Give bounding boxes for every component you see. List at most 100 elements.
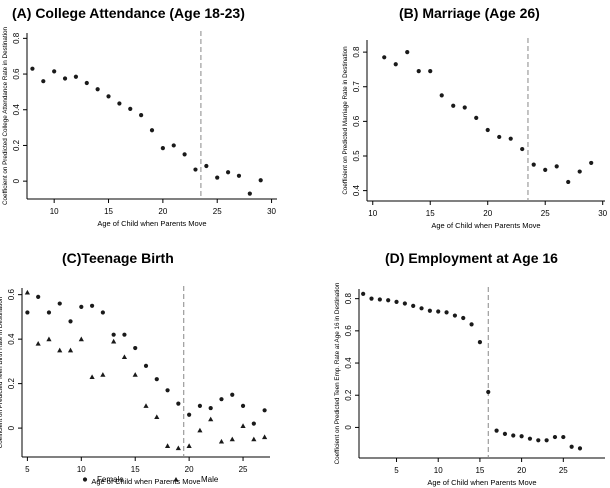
x-tick-label: 20	[185, 465, 194, 474]
chart-title: (D) Employment at Age 16	[385, 250, 558, 266]
data-point	[128, 106, 133, 111]
y-tick-label: 0	[7, 425, 16, 430]
x-tick-label: 20	[158, 207, 167, 216]
legend-label-male: Male	[201, 475, 219, 484]
data-point-male	[100, 372, 106, 377]
data-point	[171, 143, 176, 148]
data-point	[369, 296, 374, 301]
x-tick-label: 20	[483, 209, 492, 218]
data-point-male	[57, 347, 63, 353]
y-tick-label: 0.2	[12, 139, 21, 151]
y-tick-label: 0.8	[344, 293, 353, 305]
data-point	[554, 164, 559, 169]
data-point-male	[121, 354, 128, 360]
data-point	[160, 146, 165, 151]
data-point	[52, 69, 57, 74]
data-point-male	[78, 336, 84, 342]
data-point-male	[24, 289, 30, 295]
data-point-male	[229, 436, 235, 442]
data-point	[561, 434, 566, 440]
data-point-male	[111, 338, 117, 344]
data-point	[62, 76, 68, 81]
data-point	[462, 105, 467, 110]
data-point-male	[89, 374, 95, 380]
data-point	[519, 434, 524, 439]
chart-title: (C)Teenage Birth	[62, 250, 174, 266]
data-point	[436, 309, 441, 314]
x-tick-label: 25	[541, 209, 550, 218]
data-point	[139, 113, 144, 118]
data-point-male	[46, 336, 52, 342]
data-point	[247, 191, 252, 196]
data-point	[393, 62, 398, 67]
x-tick-label: 25	[213, 207, 222, 216]
y-tick-label: 0.8	[12, 32, 21, 44]
data-point-male	[175, 445, 181, 451]
data-point	[589, 160, 594, 166]
data-point-female	[133, 345, 138, 351]
chart-svg: 10 15 20 25 30 0.4 0.5 0.6 0.7 0.8 Age of Child wh…	[342, 38, 608, 230]
data-point	[511, 433, 516, 438]
data-point-female	[89, 303, 95, 308]
data-point	[419, 306, 424, 311]
x-tick-label: 5	[25, 465, 30, 474]
chart-svg: 5 10 15 20 25 0 0.2 0.4 0.6 Age of Child when Par…	[0, 286, 270, 486]
data-point-male	[164, 443, 171, 448]
data-point-male	[132, 372, 138, 377]
x-tick-label: 30	[267, 207, 276, 216]
legend-marker-male	[173, 477, 179, 482]
data-point-male	[218, 438, 225, 444]
data-point	[485, 127, 490, 133]
data-point-female	[100, 310, 105, 315]
data-point-male	[143, 403, 149, 408]
data-point	[451, 103, 456, 108]
y-tick-label: 0.2	[344, 389, 353, 401]
x-tick-label: 10	[434, 466, 443, 475]
y-tick-label: 0	[344, 425, 353, 430]
data-point	[41, 79, 46, 84]
data-point-female	[165, 388, 170, 393]
data-point	[427, 308, 432, 313]
data-point	[477, 340, 483, 345]
x-axis-label: Age of Child when Parents Move	[431, 221, 540, 230]
data-point	[225, 170, 231, 175]
chart-svg: 5 10 15 20 25 0 0.2 0.4 0.6 0.8 Age of Child when …	[334, 282, 605, 487]
data-point-female	[122, 332, 127, 337]
data-point	[117, 101, 122, 106]
data-point-female	[176, 401, 181, 406]
data-point	[106, 94, 111, 99]
data-point-female	[187, 412, 192, 417]
data-point	[552, 434, 558, 440]
data-point	[377, 297, 382, 302]
data-point	[497, 134, 502, 140]
x-tick-label: 20	[517, 466, 526, 475]
panel-teenage-birth: (C)Teenage Birth 5 10 15 20 25 0 0.2 0.4 0.6 Age …	[0, 244, 305, 488]
chart-title: (B) Marriage (Age 26)	[399, 5, 540, 21]
data-point	[577, 169, 582, 174]
data-point-female	[68, 319, 73, 324]
x-tick-label: 15	[475, 466, 484, 475]
data-point	[544, 438, 549, 443]
data-point-female	[230, 392, 235, 397]
data-point	[508, 136, 513, 141]
data-point	[428, 69, 433, 74]
data-point-female	[57, 301, 62, 306]
data-point	[193, 167, 198, 172]
y-axis-label: Coefficient on Predicted Teen Birth Rate…	[0, 296, 4, 448]
legend-marker-female	[82, 477, 88, 482]
y-axis-label: Coefficient on Predicted Marriage Rate i…	[342, 46, 349, 195]
data-point-female	[197, 403, 203, 408]
panel-marriage: (B) Marriage (Age 26) 10 15 20 25 30 0.4 0.5 0.…	[305, 0, 610, 244]
y-tick-label: 0.6	[352, 115, 361, 127]
data-point-female	[46, 310, 52, 315]
data-point	[405, 50, 410, 55]
data-point	[520, 146, 525, 152]
data-point-female	[111, 332, 116, 337]
y-axis-label: Coefficient on Predicted College Attenda…	[2, 26, 9, 205]
panel-employment: (D) Employment at Age 16 5 10 15 20 25 0 0.2 0.…	[305, 244, 610, 488]
data-point	[30, 66, 35, 71]
y-tick-label: 0.4	[352, 185, 361, 197]
data-point	[394, 299, 399, 304]
y-tick-label: 0.5	[352, 150, 361, 162]
x-tick-label: 30	[598, 209, 607, 218]
